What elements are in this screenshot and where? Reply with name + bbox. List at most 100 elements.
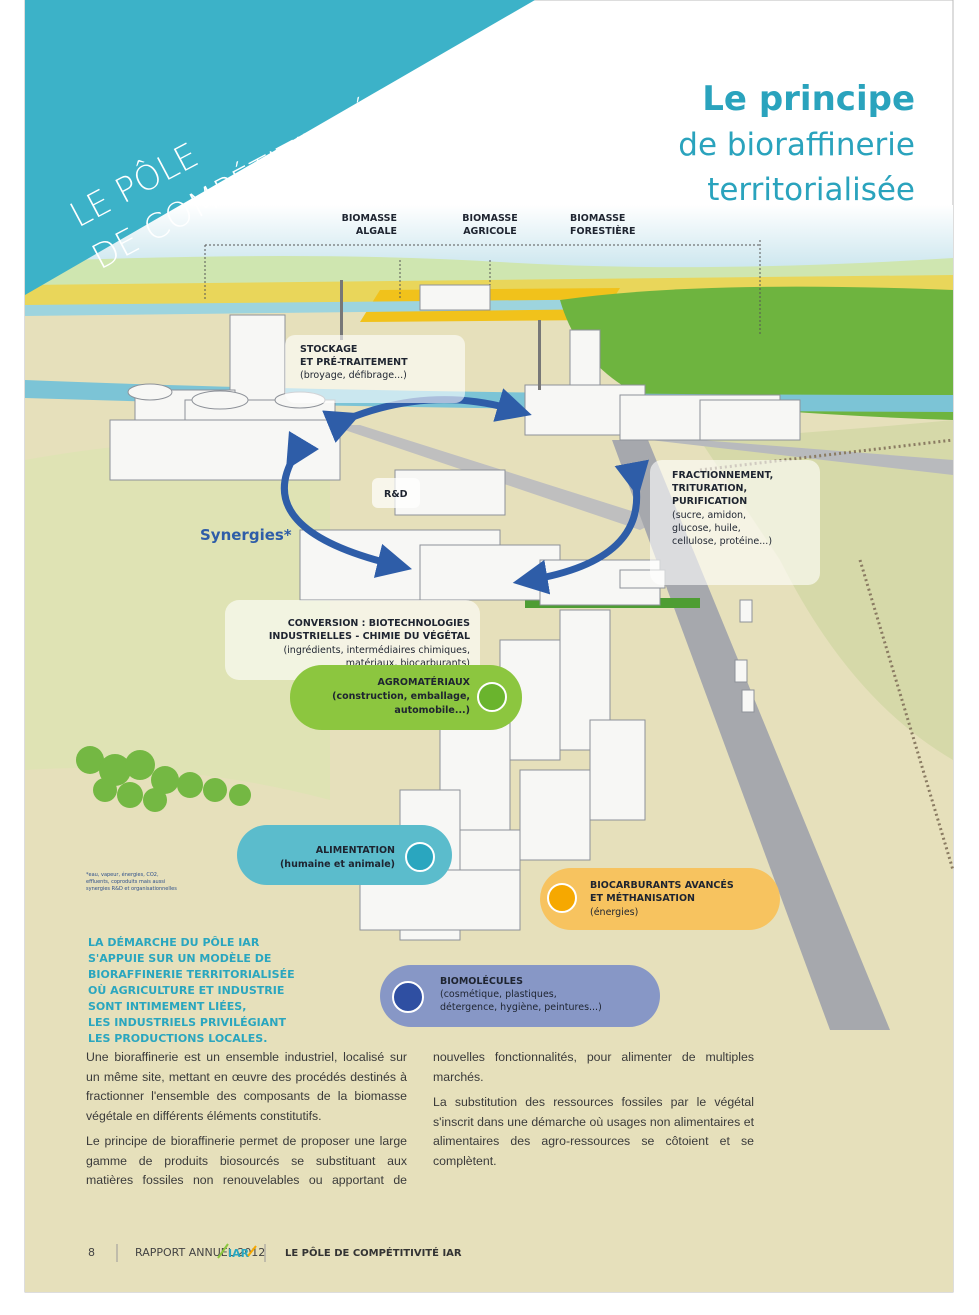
body-text: Une bioraffinerie est un ensemble indust… xyxy=(86,1048,754,1191)
buildings-part xyxy=(419,284,491,311)
landscape-part xyxy=(538,320,541,390)
bushes-part xyxy=(143,788,167,812)
alimentation-label-part: (humaine et animale) xyxy=(280,859,395,870)
stockage-label-part: ET PRÉ-TRAITEMENT xyxy=(300,356,408,368)
footnote-part: *eau, vapeur, énergies, CO2, xyxy=(86,871,159,878)
biomolecules-label-part xyxy=(392,981,424,1013)
synergy-arrows-part xyxy=(281,430,413,578)
bushes-part xyxy=(117,782,143,808)
buildings-part xyxy=(127,383,173,401)
biomass-label: BIOMASSE xyxy=(462,213,517,224)
footer-part: 8 xyxy=(88,1246,95,1259)
agromateriaux-label: AGROMATÉRIAUX (construction, emballage, … xyxy=(290,665,522,730)
synergy-arrows-part xyxy=(512,459,649,595)
bushes-part xyxy=(229,784,251,806)
buildings-part xyxy=(519,769,591,861)
footer: 8 RAPPORT ANNUEL 2012 IAR LE PÔLE DE COM… xyxy=(88,1243,462,1262)
landscape-part xyxy=(340,280,343,340)
footer-part: RAPPORT ANNUEL 2012 xyxy=(135,1246,265,1259)
title-line: territorialisée xyxy=(707,172,915,208)
agromateriaux-label-part xyxy=(477,682,507,712)
rd-label-part: R&D xyxy=(384,489,408,500)
paragraph: Le principe de bioraffinerie permet de p… xyxy=(86,1050,754,1187)
biomolecules-label-part: BIOMOLÉCULES xyxy=(440,975,523,987)
conversion-label-part: CONVERSION : BIOTECHNOLOGIES xyxy=(288,618,470,629)
title-line: Le principe xyxy=(702,79,915,119)
fractionnement-label-part: TRITURATION, xyxy=(672,483,747,494)
lead-part: LES PRODUCTIONS LOCALES. xyxy=(88,1032,267,1045)
biomass-label: BIOMASSE xyxy=(570,213,625,224)
footnote-part: effluents, coproduits mais aussi xyxy=(86,879,165,885)
fractionnement-label-part: FRACTIONNEMENT, xyxy=(672,470,773,481)
bushes-part xyxy=(203,778,227,802)
banner-part xyxy=(25,0,535,295)
footer-part: LE PÔLE DE COMPÉTITIVITÉ IAR xyxy=(285,1246,462,1259)
footer-part xyxy=(217,1243,229,1259)
biocarburants-label-part: BIOCARBURANTS AVANCÉS xyxy=(590,879,734,891)
title-line: de bioraffinerie xyxy=(678,127,915,163)
biomass-label: AGRICOLE xyxy=(463,226,517,237)
footer-logo: IAR xyxy=(228,1247,250,1260)
buildings-part xyxy=(699,399,801,441)
agromateriaux-label-part: automobile...) xyxy=(394,705,470,716)
biomass-label: FORESTIÈRE xyxy=(570,225,636,237)
paragraph: Une bioraffinerie est un ensemble indust… xyxy=(86,1050,407,1123)
lead-part: BIORAFFINERIE TERRITORIALISÉE xyxy=(88,968,295,981)
biomolecules-label-part xyxy=(380,965,660,1027)
lead-part: SONT INTIMEMENT LIÉES, xyxy=(88,1000,246,1013)
buildings-part xyxy=(741,689,755,713)
stockage-label-part: STOCKAGE xyxy=(300,344,357,355)
alimentation-label-part xyxy=(237,825,452,885)
conversion-label-part: (ingrédients, intermédiaires chimiques, xyxy=(283,645,470,656)
fractionnement-label-part xyxy=(650,460,820,585)
agromateriaux-label-part: (construction, emballage, xyxy=(332,691,470,702)
rd-label: R&D xyxy=(372,478,420,508)
bushes-part xyxy=(151,766,179,794)
fractionnement-label-part: glucose, huile, xyxy=(672,523,741,534)
lead-part: LA DÉMARCHE DU PÔLE IAR xyxy=(88,936,260,949)
biomass-label: ALGALE xyxy=(356,226,397,237)
conversion-label-part: matériaux, biocarburants) xyxy=(346,658,470,669)
title: Le principe de bioraffinerie territorial… xyxy=(678,79,915,208)
landscape-part xyxy=(560,286,953,420)
biomass-labels: BIOMASSE ALGALE BIOMASSE AGRICOLE BIOMAS… xyxy=(342,213,636,237)
conversion-label-part: INDUSTRIELLES - CHIMIE DU VÉGÉTAL xyxy=(269,630,470,642)
banner: LE PÔLE DE COMPÉTITIVITÉ IAR xyxy=(25,0,535,295)
fractionnement-label: FRACTIONNEMENT, TRITURATION, PURIFICATIO… xyxy=(650,460,820,585)
rd-label-part xyxy=(372,478,420,508)
lead-part: LES INDUSTRIELS PRIVILÉGIANT xyxy=(88,1016,286,1029)
bushes-part xyxy=(93,778,117,802)
buildings-part xyxy=(569,329,601,391)
biocarburants-label-part: ET MÉTHANISATION xyxy=(590,892,695,904)
fractionnement-label-part: cellulose, protéine...) xyxy=(672,536,772,547)
buildings-part xyxy=(589,719,646,821)
buildings-part xyxy=(191,390,249,410)
landscape xyxy=(24,0,955,1293)
biocarburants-label: BIOCARBURANTS AVANCÉS ET MÉTHANISATION (… xyxy=(540,868,780,930)
fractionnement-label-part: PURIFICATION xyxy=(672,496,747,507)
fractionnement-label-part: (sucre, amidon, xyxy=(672,510,746,521)
biomolecules-label: BIOMOLÉCULES (cosmétique, plastiques, dé… xyxy=(380,965,660,1027)
stockage-label-part xyxy=(285,335,465,403)
landscape-part xyxy=(25,442,330,800)
conversion-label-part xyxy=(225,600,480,680)
stockage-label-part: (broyage, défibrage...) xyxy=(300,370,407,381)
biocarburants-label-part: (énergies) xyxy=(590,907,638,918)
alimentation-label: ALIMENTATION (humaine et animale) xyxy=(237,825,452,885)
biomolecules-label-part: détergence, hygiène, peintures...) xyxy=(440,1002,602,1013)
buildings-part xyxy=(739,599,753,623)
agromateriaux-label-part xyxy=(290,665,522,730)
buildings-part xyxy=(734,659,748,683)
landscape-part xyxy=(204,240,761,335)
synergies-label: Synergies* xyxy=(200,526,292,544)
landscape-part xyxy=(612,440,890,1030)
lead: LA DÉMARCHE DU PÔLE IAR S'APPUIE SUR UN … xyxy=(88,936,295,1045)
lead-part: S'APPUIE SUR UN MODÈLE DE xyxy=(88,952,271,965)
agromateriaux-label-part: AGROMATÉRIAUX xyxy=(377,676,470,688)
conversion-label: CONVERSION : BIOTECHNOLOGIES INDUSTRIELL… xyxy=(225,600,480,680)
alimentation-label-part: ALIMENTATION xyxy=(316,845,395,856)
biocarburants-label-part xyxy=(547,883,577,913)
footnote: *eau, vapeur, énergies, CO2, effluents, … xyxy=(86,871,177,892)
